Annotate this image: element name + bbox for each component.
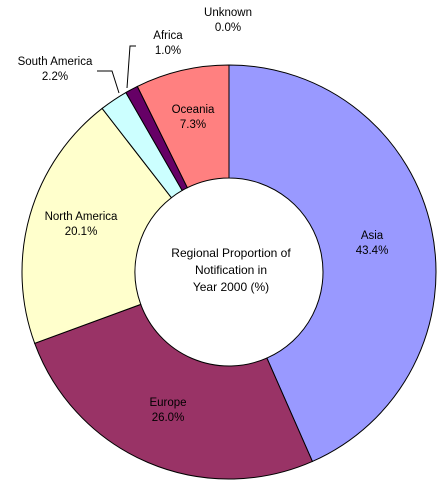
center-title-line-3: Year 2000 (%) bbox=[193, 280, 269, 294]
center-title-line-2: Notification in bbox=[195, 263, 267, 277]
label-name-unknown: Unknown bbox=[204, 7, 252, 19]
leader-south-america bbox=[97, 70, 120, 94]
slice-north-america bbox=[21, 107, 173, 344]
label-name-north-america: North America bbox=[45, 211, 118, 223]
slice-asia bbox=[228, 64, 437, 463]
center-title-line-1: Regional Proportion of bbox=[171, 246, 291, 260]
slice-oceania bbox=[136, 64, 230, 189]
label-name-south-america: South America bbox=[18, 56, 93, 68]
label-value-south-america: 2.2% bbox=[42, 71, 68, 83]
label-name-asia: Asia bbox=[361, 230, 384, 242]
label-name-africa: Africa bbox=[153, 30, 183, 42]
label-value-africa: 1.0% bbox=[155, 45, 181, 57]
label-value-europe: 26.0% bbox=[152, 412, 185, 424]
label-name-europe: Europe bbox=[149, 397, 186, 409]
label-value-oceania: 7.3% bbox=[180, 119, 206, 131]
slices-group bbox=[21, 64, 437, 480]
label-value-asia: 43.4% bbox=[356, 245, 389, 257]
leader-lines bbox=[97, 45, 136, 94]
label-value-unknown: 0.0% bbox=[215, 22, 241, 34]
label-name-oceania: Oceania bbox=[172, 104, 215, 116]
label-value-north-america: 20.1% bbox=[65, 226, 98, 238]
slice-europe bbox=[34, 303, 314, 480]
leader-africa bbox=[126, 45, 136, 89]
slice-labels: Asia 43.4% Europe 26.0% North America 20.1% So… bbox=[18, 7, 389, 424]
